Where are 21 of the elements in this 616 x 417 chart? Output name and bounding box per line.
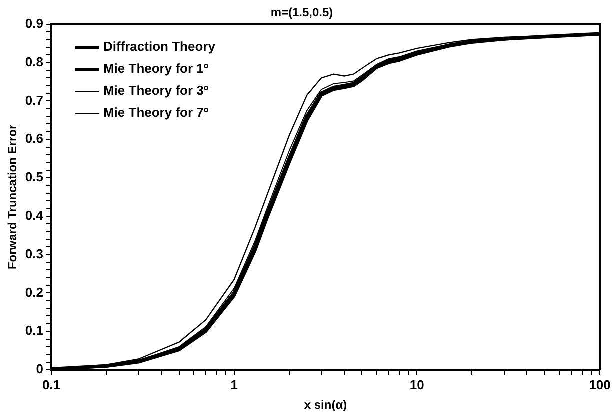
y-tick-label: 0.2	[25, 284, 44, 300]
x-tick-label: 100	[589, 377, 611, 392]
y-axis-title: Forward Truncation Error	[6, 124, 20, 270]
x-tick-label: 1	[230, 377, 238, 392]
y-tick-label: 0.7	[25, 92, 44, 108]
x-tick-label: 10	[410, 377, 424, 392]
y-tick-label: 0.4	[25, 208, 44, 223]
legend-label: Diffraction Theory	[103, 38, 216, 56]
y-tick-label: 0.1	[25, 323, 44, 338]
y-tick-label: 0.3	[25, 246, 44, 262]
legend-label: Mie Theory for 7º	[103, 104, 209, 122]
legend-label: Mie Theory for 3º	[103, 82, 209, 100]
x-axis-title: x sin(α)	[304, 398, 348, 412]
y-tick-label: 0.6	[25, 131, 44, 146]
y-tick-label: 0.5	[25, 170, 44, 185]
y-tick-label: 0	[36, 362, 44, 377]
y-tick-label: 0.8	[25, 54, 44, 70]
chart-title: m=(1.5,0.5)	[270, 6, 334, 20]
x-tick-label: 0.1	[42, 377, 61, 392]
legend-label: Mie Theory for 1º	[103, 60, 209, 78]
y-tick-label: 0.9	[25, 16, 44, 31]
